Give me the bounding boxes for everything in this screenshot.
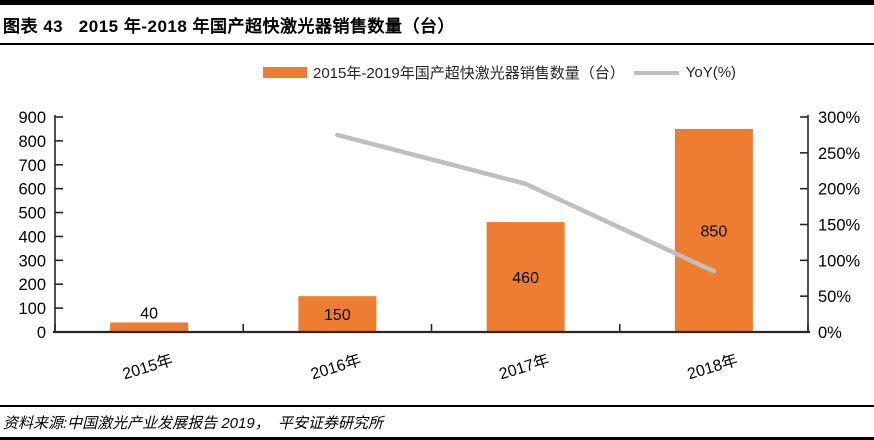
left-axis-tick-label: 400 (18, 228, 46, 246)
left-axis-tick-label: 300 (18, 252, 46, 270)
legend-bar-label: 2015年-2019年国产超快激光器销售数量（台） (313, 65, 625, 82)
right-axis-tick-label: 150% (818, 217, 861, 235)
left-axis-tick-label: 800 (18, 133, 46, 151)
right-axis-tick-label: 250% (818, 145, 861, 163)
bar-value-label: 850 (701, 223, 728, 240)
bar-value-label: 150 (324, 307, 351, 324)
left-axis-tick-label: 600 (18, 181, 46, 199)
bar-2016年 (298, 296, 377, 332)
right-axis-tick-label: 300% (818, 109, 861, 127)
left-axis-tick-label: 500 (18, 205, 46, 223)
left-axis-tick-label: 900 (18, 109, 46, 127)
bar-2018年 (674, 128, 753, 332)
legend-line-label: YoY(%) (685, 64, 737, 81)
right-axis-tick-label: 0% (818, 324, 842, 342)
right-axis: 0% 50% 100% 150% 200% 250% 300% (800, 109, 861, 342)
legend-bar-swatch (263, 67, 307, 78)
left-axis-tick-label: 100 (18, 300, 46, 318)
yoy-line (335, 132, 717, 274)
bar-2015年 (110, 322, 189, 332)
right-axis-tick-label: 200% (818, 181, 861, 199)
x-axis-category-label: 2015年 (120, 351, 175, 383)
chart-legend: 2015年-2019年国产超快激光器销售数量（台） YoY(%) (263, 62, 736, 83)
bar-value-label: 40 (140, 305, 158, 322)
right-axis-tick-label: 50% (818, 288, 851, 306)
legend-line-swatch (633, 70, 679, 75)
x-axis-category-label: 2017年 (497, 351, 552, 383)
left-axis-tick-label: 700 (18, 157, 46, 175)
right-axis-tick-label: 100% (818, 252, 861, 270)
left-axis-tick-label: 0 (37, 324, 46, 342)
left-axis: 0 100 200 300 400 500 600 700 800 900 (18, 109, 63, 342)
source-note: 资料来源:中国激光产业发展报告 2019， 平安证券研究所 (0, 405, 874, 440)
bars-group (110, 128, 753, 332)
bar-labels-group: 40 150 460 850 (140, 223, 727, 324)
x-axis-category-label: 2016年 (309, 351, 364, 383)
bar-value-label: 460 (512, 270, 539, 287)
figure-title: 图表 43 2015 年-2018 年国产超快激光器销售数量（台） (0, 0, 874, 45)
x-axis-category-label: 2018年 (685, 351, 740, 383)
bar-2017年 (486, 222, 565, 332)
left-axis-tick-label: 200 (18, 276, 46, 294)
